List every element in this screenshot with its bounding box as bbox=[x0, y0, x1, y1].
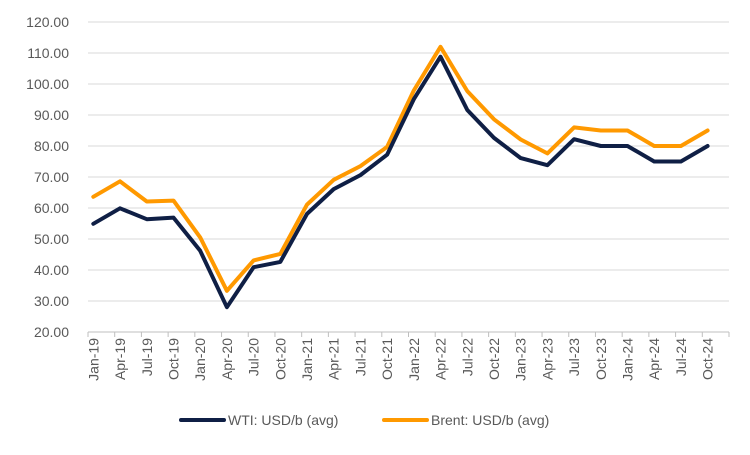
y-tick-label: 110.00 bbox=[27, 45, 69, 61]
x-tick-label: Jul-23 bbox=[566, 338, 582, 376]
x-tick-label: Apr-19 bbox=[112, 338, 128, 380]
x-tick-label: Oct-24 bbox=[700, 338, 716, 380]
series-line-brent bbox=[91, 44, 710, 293]
y-tick-label: 100.00 bbox=[26, 76, 69, 92]
series-line-wti bbox=[91, 54, 710, 310]
x-tick-label: Apr-21 bbox=[326, 338, 342, 380]
x-tick-label: Apr-20 bbox=[219, 338, 235, 380]
x-tick-label: Jul-19 bbox=[139, 338, 155, 376]
x-tick-label: Jul-22 bbox=[459, 338, 475, 376]
x-tick-label: Jan-20 bbox=[192, 338, 208, 381]
y-tick-label: 120.00 bbox=[26, 14, 69, 30]
y-tick-label: 40.00 bbox=[34, 262, 69, 278]
legend: WTI: USD/b (avg) Brent: USD/b (avg) bbox=[179, 412, 549, 428]
x-tick-label: Apr-23 bbox=[539, 338, 555, 380]
y-tick-label: 20.00 bbox=[34, 324, 69, 340]
x-tick-label: Oct-21 bbox=[379, 338, 395, 380]
y-axis: 20.00 30.00 40.00 50.00 60.00 70.00 80.00 90.00… bbox=[26, 14, 69, 340]
x-tick-label: Oct-23 bbox=[593, 338, 609, 380]
y-tick-label: 30.00 bbox=[34, 293, 69, 309]
legend-label: Brent: USD/b (avg) bbox=[431, 412, 549, 428]
x-tick-label: Oct-22 bbox=[486, 338, 502, 380]
x-axis: Jan-19 Apr-19 Jul-19 Oct-19 Jan-20 Apr-20 Jul-… bbox=[85, 331, 730, 381]
y-tick-label: 80.00 bbox=[34, 138, 69, 154]
gridlines bbox=[88, 21, 729, 302]
y-tick-label: 70.00 bbox=[34, 169, 69, 185]
x-tick-label: Jan-24 bbox=[620, 338, 636, 381]
x-tick-label: Jul-21 bbox=[352, 338, 368, 376]
legend-label: WTI: USD/b (avg) bbox=[228, 412, 338, 428]
x-tick-label: Oct-20 bbox=[272, 338, 288, 380]
x-tick-label: Jul-24 bbox=[673, 338, 689, 376]
x-tick-label: Apr-22 bbox=[433, 338, 449, 380]
x-tick-label: Jan-21 bbox=[299, 338, 315, 381]
x-tick-label: Jan-23 bbox=[513, 338, 529, 381]
x-tick-label: Apr-24 bbox=[646, 338, 662, 380]
series-lines bbox=[91, 44, 710, 310]
x-tick-label: Oct-19 bbox=[165, 338, 181, 380]
x-tick-label: Jan-22 bbox=[406, 338, 422, 381]
x-tick-label: Jan-19 bbox=[85, 338, 101, 381]
y-tick-label: 50.00 bbox=[34, 231, 69, 247]
y-tick-label: 60.00 bbox=[34, 200, 69, 216]
x-tick-label: Jul-20 bbox=[246, 338, 262, 376]
y-tick-label: 90.00 bbox=[34, 107, 69, 123]
